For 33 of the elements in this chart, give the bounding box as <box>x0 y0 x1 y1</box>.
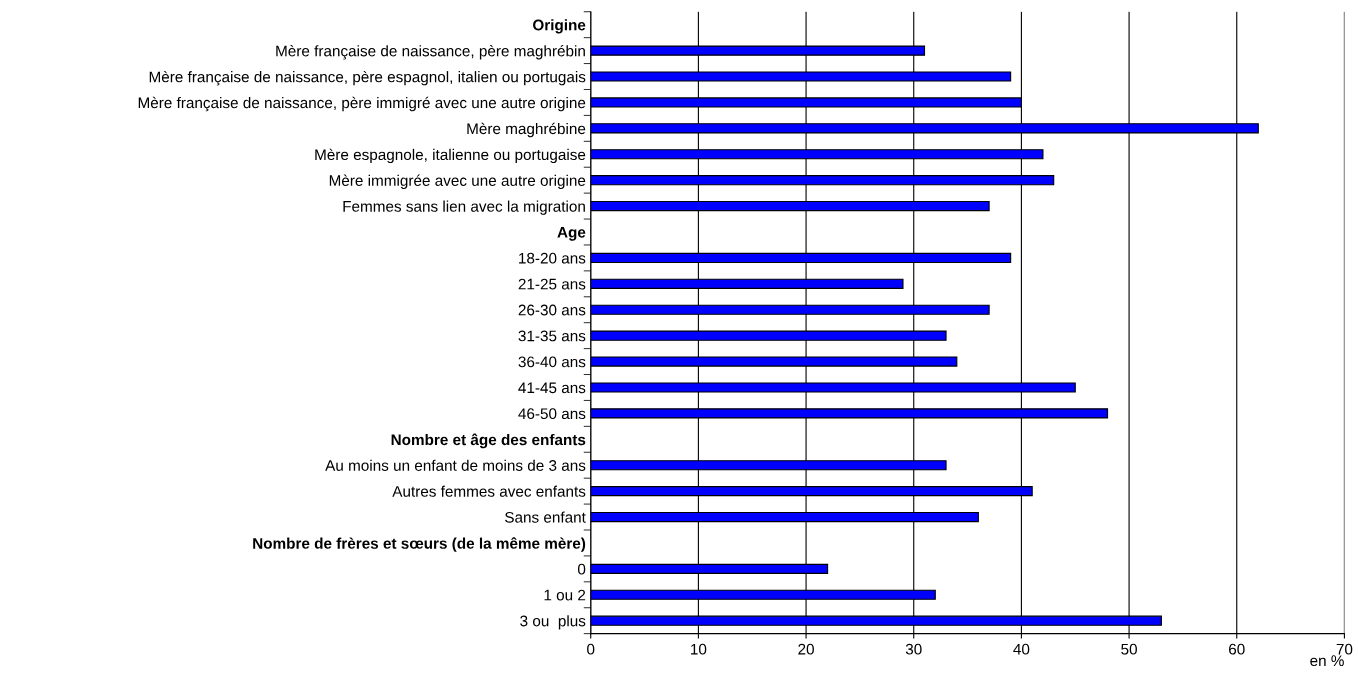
x-tick-label: 50 <box>1121 643 1137 655</box>
y-tick-label: Mère française de naissance, père maghrébin <box>276 44 585 60</box>
x-tick-label: 60 <box>1229 643 1245 655</box>
y-tick-label: Femmes sans lien avec la migration <box>343 200 585 215</box>
y-tick-label: Autres femmes avec enfants <box>392 485 586 497</box>
y-tick-label: Sans enfant <box>505 511 586 523</box>
x-tick-label: 20 <box>798 643 814 655</box>
y-tick-label: 26-30 ans <box>518 304 586 316</box>
y-tick-label: 36-40 ans <box>518 356 586 368</box>
y-tick-label: Mère immigrée avec une autre origine <box>329 174 586 189</box>
y-tick-label: 41-45 ans <box>518 382 586 394</box>
y-tick-label: 3 ou plus <box>520 615 586 630</box>
x-tick-label: 70 <box>1336 643 1353 655</box>
x-tick-label: 30 <box>905 643 922 655</box>
y-tick-label: Mère maghrébine <box>467 122 586 138</box>
y-tick-label: Nombre et âge des enfants <box>391 433 586 449</box>
y-tick-label: Nombre de frères et sœurs (de la même mère) <box>253 537 586 552</box>
y-tick-label: Mère espagnole, italienne ou portugaise <box>315 148 586 164</box>
y-tick-label: Au moins un enfant de moins de 3 ans <box>325 459 586 471</box>
y-tick-label: Mère française de naissance, père espagnol, italien ou portugais <box>149 70 586 86</box>
y-tick-label: Origine <box>533 19 586 34</box>
y-tick-label: 0 <box>577 563 586 575</box>
y-tick-label: Age <box>557 227 586 241</box>
x-tick-label: 0 <box>587 643 595 655</box>
y-tick-label: 46-50 ans <box>518 408 586 420</box>
y-tick-label: 18-20 ans <box>519 252 586 264</box>
y-tick-label: 1 ou 2 <box>544 589 586 601</box>
x-tick-label: 10 <box>691 643 707 655</box>
x-tick-label: 40 <box>1013 643 1030 655</box>
x-axis-title: en % <box>1310 655 1344 667</box>
y-tick-label: Mère française de naissance, père immigré avec une autre origine <box>138 96 586 112</box>
y-tick-label: 31-35 ans <box>518 330 586 342</box>
y-tick-label: 21-25 ans <box>518 278 586 290</box>
